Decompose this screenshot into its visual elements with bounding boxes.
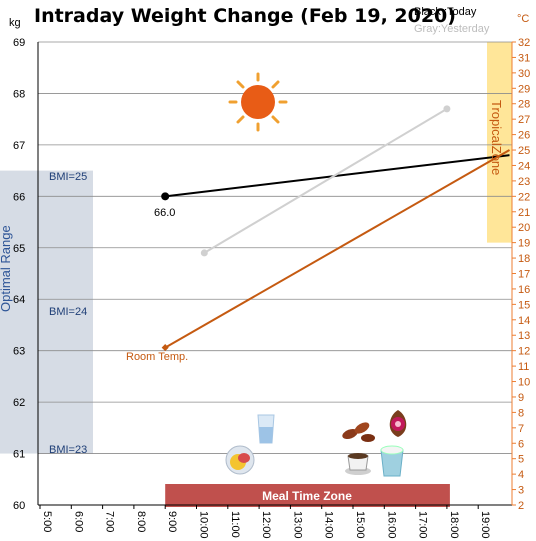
- y-right-tick-label: 8: [518, 407, 524, 419]
- x-tick-label: 17:00: [417, 511, 429, 539]
- x-tick-label: 7:00: [104, 511, 116, 532]
- axes: 6061626364656667686923456789101112131415…: [13, 37, 530, 539]
- optimal-range-label: Optimal Range: [0, 225, 13, 312]
- today-start-value-label: 66.0: [154, 207, 175, 219]
- y-right-tick-label: 22: [518, 191, 530, 203]
- x-tick-label: 19:00: [479, 511, 491, 539]
- yesterday-start-point: [200, 249, 208, 257]
- optimal-range-band: [0, 170, 93, 454]
- legend-today: Black :Today: [414, 6, 477, 18]
- x-tick-label: 16:00: [385, 511, 397, 539]
- y-right-tick-label: 32: [518, 37, 530, 49]
- legend-yesterday: Gray:Yesterday: [414, 23, 490, 35]
- y-right-tick-label: 28: [518, 99, 530, 111]
- y-right-tick-label: 5: [518, 454, 524, 466]
- y-left-tick-label: 60: [13, 500, 25, 512]
- bmi-24-label: BMI=24: [49, 306, 87, 318]
- y-right-tick-label: 7: [518, 423, 524, 435]
- x-tick-label: 9:00: [166, 511, 178, 532]
- chart-title: Intraday Weight Change (Feb 19, 2020): [34, 5, 456, 27]
- room-temp-start-point: [161, 344, 169, 352]
- x-tick-label: 13:00: [291, 511, 303, 539]
- y-left-tick-label: 63: [13, 346, 25, 358]
- bmi-23-label: BMI=23: [49, 444, 87, 456]
- x-tick-label: 15:00: [354, 511, 366, 539]
- y-left-tick-label: 68: [13, 88, 25, 100]
- x-tick-label: 18:00: [448, 511, 460, 539]
- y-left-tick-label: 66: [13, 191, 25, 203]
- y-right-tick-label: 19: [518, 238, 530, 250]
- yesterday-end-point: [443, 105, 451, 113]
- y-right-tick-label: 25: [518, 145, 530, 157]
- x-tick-label: 8:00: [135, 511, 147, 532]
- y-left-tick-label: 69: [13, 37, 25, 49]
- meal-time-zone-label: Meal Time Zone: [262, 489, 352, 503]
- y-right-tick-label: 6: [518, 438, 524, 450]
- text-labels: Intraday Weight Change (Feb 19, 2020) Bl…: [0, 5, 529, 503]
- y-right-tick-label: 30: [518, 68, 530, 80]
- y-right-tick-label: 14: [518, 315, 530, 327]
- y-right-tick-label: 12: [518, 346, 530, 358]
- water-glass-icon: [257, 414, 275, 444]
- meal-plate-icon: [225, 445, 255, 475]
- background-bands: [0, 42, 512, 507]
- food-icons: [225, 72, 407, 477]
- y-right-tick-label: 17: [518, 269, 530, 281]
- y-right-tick-label: 4: [518, 469, 524, 481]
- x-tick-label: 6:00: [72, 511, 84, 532]
- meal-time-zone-band: [165, 484, 450, 507]
- y-left-tick-label: 61: [13, 449, 25, 461]
- sun-icon: [228, 72, 288, 132]
- x-tick-label: 12:00: [260, 511, 272, 539]
- today-weight-line: [165, 154, 510, 198]
- y-right-tick-label: 11: [518, 361, 529, 373]
- y-right-tick-label: 29: [518, 83, 530, 95]
- y-right-tick-label: 23: [518, 176, 530, 188]
- right-axis-unit: °C: [517, 13, 529, 25]
- y-right-tick-label: 18: [518, 253, 530, 265]
- tropical-zone-label: TropicalZone: [489, 100, 504, 175]
- y-right-tick-label: 27: [518, 114, 530, 126]
- y-right-tick-label: 2: [518, 500, 524, 512]
- x-tick-label: 11:00: [229, 511, 241, 538]
- y-right-tick-label: 13: [518, 330, 530, 342]
- fig-icon: [389, 410, 407, 437]
- x-tick-label: 14:00: [323, 511, 335, 539]
- y-right-tick-label: 10: [518, 377, 530, 389]
- y-right-tick-label: 20: [518, 222, 530, 234]
- y-left-tick-label: 62: [13, 397, 25, 409]
- y-left-tick-label: 65: [13, 243, 25, 255]
- yesterday-weight-line: [203, 108, 448, 254]
- tropical-zone-band: [487, 42, 512, 243]
- y-right-tick-label: 31: [518, 52, 530, 64]
- y-right-tick-label: 16: [518, 284, 530, 296]
- today-start-point: [161, 192, 170, 201]
- y-right-tick-label: 24: [518, 160, 530, 172]
- y-right-tick-label: 3: [518, 485, 524, 497]
- dates-snack-icon: [342, 422, 375, 442]
- y-right-tick-label: 15: [518, 299, 530, 311]
- gridlines: [38, 41, 512, 506]
- y-left-tick-label: 67: [13, 140, 25, 152]
- y-left-tick-label: 64: [13, 294, 25, 306]
- left-axis-unit: kg: [9, 17, 21, 29]
- bmi-25-label: BMI=25: [49, 171, 87, 183]
- x-tick-label: 5:00: [41, 511, 53, 532]
- y-right-tick-label: 21: [518, 207, 530, 219]
- y-right-tick-label: 9: [518, 392, 524, 404]
- x-tick-label: 10:00: [198, 511, 210, 539]
- data-series: [161, 105, 510, 352]
- room-temp-label: Room Temp.: [126, 351, 188, 363]
- y-right-tick-label: 26: [518, 130, 530, 142]
- room-temp-line: [164, 149, 510, 349]
- yogurt-cup-icon: [380, 445, 404, 477]
- coffee-cup-icon: [345, 453, 371, 475]
